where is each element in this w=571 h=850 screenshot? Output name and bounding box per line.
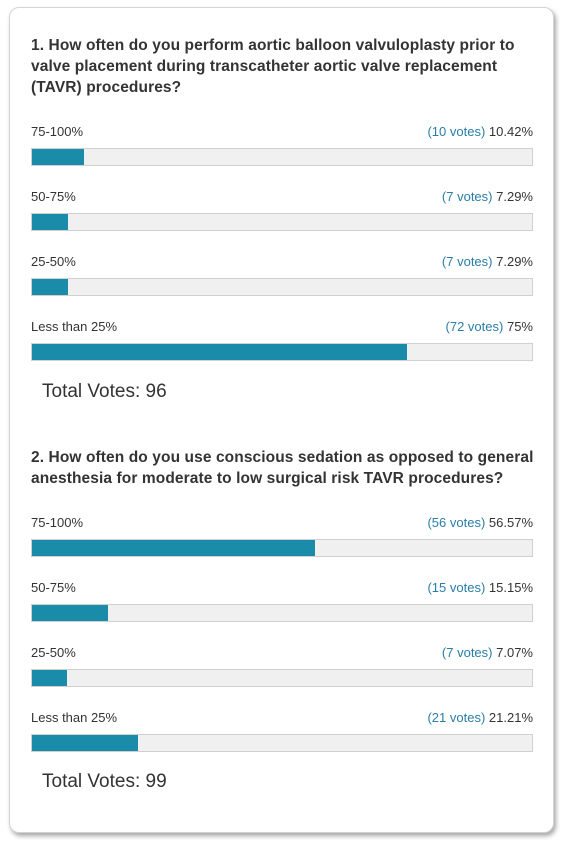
poll-1-bar-2 — [31, 213, 533, 231]
poll-1-question: 1. How often do you perform aortic ballo… — [31, 37, 515, 96]
bar-fill — [32, 735, 139, 751]
poll-1-option-2: 50-75% (7 votes) 7.29% — [31, 189, 533, 205]
option-percent: 7.29% — [496, 189, 533, 204]
option-votes-link[interactable]: (7 votes) — [441, 645, 493, 660]
option-stats: (7 votes) 7.29% — [442, 189, 533, 204]
poll-2-bar-4 — [31, 734, 533, 752]
option-stats: (56 votes) 56.57% — [427, 515, 533, 530]
bar-fill — [32, 605, 108, 621]
poll-2-question: 2. How often do you use conscious sedati… — [31, 449, 534, 487]
option-label: 25-50% — [31, 254, 76, 269]
option-stats: (10 votes) 10.42% — [427, 124, 533, 139]
option-votes-link[interactable]: (56 votes) — [427, 515, 486, 530]
option-label: 75-100% — [31, 124, 84, 139]
poll-1-bar-1 — [31, 148, 533, 166]
option-percent: 7.29% — [496, 254, 533, 269]
option-stats: (7 votes) 7.07% — [442, 645, 533, 660]
option-votes-link[interactable]: (10 votes) — [427, 124, 486, 139]
option-votes-link[interactable]: (21 votes) — [427, 710, 486, 725]
poll-2-bar-1 — [31, 539, 533, 557]
poll-2-total-votes: Total Votes: 99 — [42, 771, 167, 792]
poll-results-card: 1. How often do you perform aortic ballo… — [9, 7, 554, 833]
poll-1-bar-4 — [31, 343, 533, 361]
option-votes-link[interactable]: (15 votes) — [427, 580, 486, 595]
option-label: 25-50% — [31, 645, 76, 660]
option-stats: (21 votes) 21.21% — [427, 710, 533, 725]
poll-2-option-3: 25-50% (7 votes) 7.07% — [31, 645, 533, 661]
poll-2-bar-3 — [31, 669, 533, 687]
option-label: 50-75% — [31, 189, 76, 204]
poll-2-option-2: 50-75% (15 votes) 15.15% — [31, 580, 533, 596]
bar-fill — [32, 149, 85, 165]
option-label: 50-75% — [31, 580, 76, 595]
option-label: 75-100% — [31, 515, 84, 530]
option-label: Less than 25% — [31, 319, 118, 334]
bar-fill — [32, 344, 407, 360]
option-percent: 75% — [506, 319, 533, 334]
poll-2-bar-2 — [31, 604, 533, 622]
poll-1-total-votes: Total Votes: 96 — [42, 381, 167, 402]
bar-fill — [32, 670, 68, 686]
poll-1-option-3: 25-50% (7 votes) 7.29% — [31, 254, 533, 270]
option-percent: 21.21% — [488, 710, 533, 725]
poll-2-option-4: Less than 25% (21 votes) 21.21% — [31, 710, 533, 726]
option-percent: 15.15% — [488, 580, 533, 595]
option-votes-link[interactable]: (7 votes) — [441, 254, 493, 269]
poll-1-bar-3 — [31, 278, 533, 296]
option-stats: (15 votes) 15.15% — [427, 580, 533, 595]
poll-1-option-4: Less than 25% (72 votes) 75% — [31, 319, 533, 335]
bar-fill — [32, 540, 315, 556]
option-percent: 10.42% — [488, 124, 533, 139]
poll-1-option-1: 75-100% (10 votes) 10.42% — [31, 124, 533, 140]
poll-2-option-1: 75-100% (56 votes) 56.57% — [31, 515, 533, 531]
option-votes-link[interactable]: (7 votes) — [441, 189, 493, 204]
option-label: Less than 25% — [31, 710, 118, 725]
bar-fill — [32, 279, 69, 295]
option-percent: 7.07% — [496, 645, 533, 660]
option-percent: 56.57% — [488, 515, 533, 530]
option-stats: (7 votes) 7.29% — [442, 254, 533, 269]
option-votes-link[interactable]: (72 votes) — [445, 319, 504, 334]
bar-fill — [32, 214, 69, 230]
option-stats: (72 votes) 75% — [446, 319, 533, 334]
